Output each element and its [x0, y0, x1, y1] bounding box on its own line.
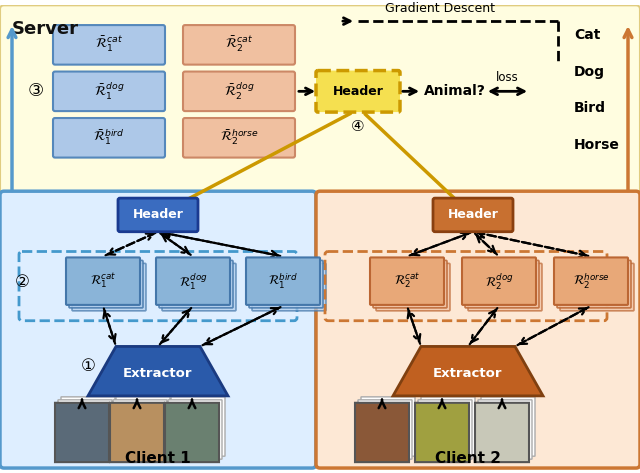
FancyBboxPatch shape [468, 263, 542, 311]
Text: Header: Header [333, 85, 383, 98]
Text: Header: Header [132, 209, 184, 221]
FancyBboxPatch shape [376, 263, 450, 311]
FancyBboxPatch shape [53, 71, 165, 111]
Text: $\bar{\mathcal{R}}_2^{cat}$: $\bar{\mathcal{R}}_2^{cat}$ [225, 35, 253, 54]
FancyBboxPatch shape [58, 400, 112, 459]
Text: Gradient Descent: Gradient Descent [385, 2, 495, 15]
Text: $\mathcal{R}_1^{bird}$: $\mathcal{R}_1^{bird}$ [268, 272, 298, 291]
Text: Server: Server [12, 20, 79, 38]
Text: Extractor: Extractor [124, 367, 193, 380]
Text: $\mathcal{R}_2^{horse}$: $\mathcal{R}_2^{horse}$ [573, 272, 609, 291]
Text: Animal?: Animal? [424, 84, 486, 98]
FancyBboxPatch shape [465, 261, 539, 308]
Text: $\bar{\mathcal{R}}_1^{cat}$: $\bar{\mathcal{R}}_1^{cat}$ [95, 35, 123, 54]
Text: $\mathcal{R}_1^{dog}$: $\mathcal{R}_1^{dog}$ [179, 271, 207, 292]
FancyBboxPatch shape [554, 257, 628, 305]
Polygon shape [88, 346, 228, 396]
FancyBboxPatch shape [418, 400, 472, 459]
Text: Client 2: Client 2 [435, 451, 501, 466]
FancyBboxPatch shape [72, 263, 146, 311]
FancyBboxPatch shape [0, 5, 640, 195]
Text: $\bar{\mathcal{R}}_2^{horse}$: $\bar{\mathcal{R}}_2^{horse}$ [220, 128, 259, 148]
Text: ②: ② [15, 273, 29, 291]
FancyBboxPatch shape [478, 400, 532, 459]
FancyBboxPatch shape [165, 403, 219, 462]
FancyBboxPatch shape [69, 261, 143, 308]
Text: $\mathcal{R}_2^{cat}$: $\mathcal{R}_2^{cat}$ [394, 272, 420, 291]
FancyBboxPatch shape [560, 263, 634, 311]
Polygon shape [393, 346, 543, 396]
FancyBboxPatch shape [162, 263, 236, 311]
FancyBboxPatch shape [0, 191, 316, 468]
FancyArrowPatch shape [8, 30, 16, 191]
Text: Bird: Bird [574, 101, 606, 115]
FancyBboxPatch shape [316, 70, 400, 112]
FancyBboxPatch shape [373, 261, 447, 308]
FancyBboxPatch shape [415, 403, 469, 462]
FancyBboxPatch shape [249, 261, 323, 308]
FancyBboxPatch shape [53, 118, 165, 158]
Text: Horse: Horse [574, 138, 620, 152]
Text: Header: Header [447, 209, 499, 221]
Text: Extractor: Extractor [433, 367, 503, 380]
FancyArrowPatch shape [624, 30, 632, 191]
FancyBboxPatch shape [168, 400, 222, 459]
Text: $\bar{\mathcal{R}}_1^{dog}$: $\bar{\mathcal{R}}_1^{dog}$ [93, 81, 124, 102]
FancyBboxPatch shape [433, 198, 513, 232]
FancyBboxPatch shape [66, 257, 140, 305]
FancyBboxPatch shape [55, 403, 109, 462]
Text: $\mathcal{R}_1^{cat}$: $\mathcal{R}_1^{cat}$ [90, 272, 116, 291]
Text: ④: ④ [351, 119, 365, 134]
Text: $\bar{\mathcal{R}}_1^{bird}$: $\bar{\mathcal{R}}_1^{bird}$ [93, 128, 125, 148]
Text: Cat: Cat [574, 28, 600, 42]
FancyBboxPatch shape [557, 261, 631, 308]
FancyBboxPatch shape [421, 397, 475, 456]
Text: ①: ① [81, 357, 95, 375]
Text: Client 1: Client 1 [125, 451, 191, 466]
FancyBboxPatch shape [159, 261, 233, 308]
FancyBboxPatch shape [252, 263, 326, 311]
FancyBboxPatch shape [110, 403, 164, 462]
FancyBboxPatch shape [183, 118, 295, 158]
Text: ③: ③ [28, 82, 44, 100]
FancyBboxPatch shape [316, 191, 640, 468]
FancyBboxPatch shape [61, 397, 115, 456]
Text: Dog: Dog [574, 64, 605, 79]
FancyBboxPatch shape [113, 400, 167, 459]
FancyBboxPatch shape [358, 400, 412, 459]
FancyBboxPatch shape [116, 397, 170, 456]
FancyBboxPatch shape [183, 71, 295, 111]
FancyBboxPatch shape [370, 257, 444, 305]
Text: $\mathcal{R}_2^{dog}$: $\mathcal{R}_2^{dog}$ [484, 271, 513, 292]
FancyBboxPatch shape [361, 397, 415, 456]
FancyBboxPatch shape [171, 397, 225, 456]
FancyBboxPatch shape [183, 25, 295, 65]
Text: loss: loss [495, 71, 518, 84]
FancyBboxPatch shape [118, 198, 198, 232]
FancyBboxPatch shape [475, 403, 529, 462]
FancyBboxPatch shape [462, 257, 536, 305]
FancyBboxPatch shape [355, 403, 409, 462]
FancyBboxPatch shape [481, 397, 535, 456]
FancyBboxPatch shape [246, 257, 320, 305]
FancyBboxPatch shape [53, 25, 165, 65]
Text: $\bar{\mathcal{R}}_2^{dog}$: $\bar{\mathcal{R}}_2^{dog}$ [224, 81, 254, 102]
FancyBboxPatch shape [156, 257, 230, 305]
